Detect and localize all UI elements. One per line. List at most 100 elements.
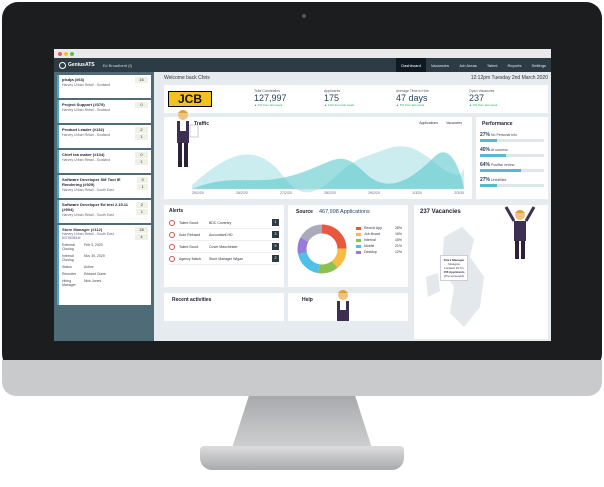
legend-pct: 15%	[394, 238, 402, 242]
user-menu[interactable]: Ed Broadbent (f)	[102, 62, 132, 68]
perf-bar	[480, 139, 498, 142]
legend-name: Desktop	[364, 250, 377, 254]
window-titlebar	[54, 49, 551, 58]
stat-value: 127,997	[254, 93, 287, 103]
company-logo: JCB	[168, 91, 212, 107]
slice-job-board	[297, 224, 347, 274]
alert-type: Talent Scout	[179, 244, 199, 249]
tab-reports[interactable]: Reports	[507, 62, 522, 68]
maximize-button[interactable]	[70, 51, 74, 56]
globe-icon	[59, 61, 66, 69]
detail-row: Internal Closing Nov 30, 2020	[62, 254, 148, 262]
person-illustration	[504, 206, 536, 259]
recent-title: Recent activities	[172, 297, 212, 303]
stat-value: 47 days	[396, 93, 428, 103]
help-title: Help	[302, 297, 313, 303]
source-title: Source	[296, 209, 313, 215]
close-button[interactable]	[58, 51, 62, 56]
perf-bar	[480, 169, 521, 172]
legend-applications: Applications	[419, 121, 439, 125]
top-navbar: GeniusATS Ed Broadbent (f) Dashboard Vac…	[54, 58, 551, 72]
alert-detail: Accountant HD	[209, 232, 233, 237]
source-card: Source 467,998 Applications Recruit App 28…	[288, 205, 408, 287]
detail-value: Active	[84, 265, 94, 269]
perf-label: No Personal Info	[491, 133, 518, 137]
stat-time-to-hire: Average Time to Hire 47 days ▲ 5% from las…	[396, 89, 446, 107]
source-header: Source 467,998 Applications	[296, 209, 370, 215]
job-card[interactable]: Project Support (#379) Harvey Urban Retai…	[57, 100, 151, 123]
popup-line: Located 15.7m	[444, 266, 464, 270]
tab-settings[interactable]: Settings	[531, 62, 546, 68]
tab-talent[interactable]: Talent	[486, 62, 498, 68]
legend-name: Internal	[364, 238, 376, 242]
performance-card: Performance 27% No Personal Info 40% At …	[476, 117, 548, 199]
x-tick: 2/3/20	[454, 191, 464, 195]
app-logo[interactable]: GeniusATS	[54, 61, 95, 69]
perf-bar	[480, 184, 498, 187]
detail-row: External Closing Feb 3, 2020	[62, 243, 148, 251]
person-illustration	[337, 290, 349, 321]
alert-row[interactable]: Agency Match Store Manager Wigan 2	[169, 253, 279, 265]
job-count: 1	[137, 184, 148, 190]
job-card-expanded[interactable]: Store Manager (#112) Harvey Urban Retail …	[57, 225, 151, 305]
recent-activities-card: Recent activities	[164, 293, 284, 321]
alert-type: Agency Match	[179, 256, 202, 261]
alert-row[interactable]: Auto Refused Accountant HD 3	[169, 229, 279, 241]
legend-name: Mobile	[364, 244, 375, 248]
job-count: 18	[135, 227, 148, 233]
job-title: Product Leader (#132)	[62, 127, 105, 132]
stat-change: ▲ 4% from last week	[254, 103, 283, 107]
detail-value: Nick Jones	[84, 279, 102, 283]
job-card[interactable]: Software Developer Ed test 2.15.11 (#904…	[57, 200, 151, 223]
perf-label: At success	[490, 148, 508, 152]
detail-label: Recruiter	[62, 272, 77, 276]
job-count: 0	[135, 152, 148, 158]
job-card[interactable]: plsdja (#63) Harvey Urban Retail - Scotla…	[57, 75, 151, 98]
job-subtitle: Harvey Urban Retail - South East	[62, 188, 114, 192]
job-card[interactable]: Software Developer SM Tool IE Rendering …	[57, 175, 151, 198]
alerts-title: Alerts	[169, 208, 184, 214]
legend-vacancies: Vacancies	[446, 121, 462, 125]
perf-item: 27% Unfulfilled	[480, 177, 544, 187]
legend-pct: 16%	[394, 232, 402, 236]
job-title: Software Developer SM Tool IE Rendering …	[62, 177, 121, 187]
tab-job-areas[interactable]: Job Areas	[459, 62, 477, 68]
minimize-button[interactable]	[64, 51, 68, 56]
job-title: Chief tea maker (#104)	[62, 152, 105, 157]
popup-line: 156 Applicants	[443, 270, 465, 274]
welcome-bar: Welcome back Chris 12:12pm Tuesday 2nd M…	[164, 75, 548, 83]
detail-value: Feb 3, 2020	[84, 243, 103, 247]
jobs-sidebar: plsdja (#63) Harvey Urban Retail - Scotla…	[54, 72, 154, 341]
welcome-text: Welcome back Chris	[164, 75, 210, 81]
vacancy-popup[interactable]: Store Manager Glasgow Located 15.7m 156 …	[440, 255, 468, 281]
tab-dashboard[interactable]: Dashboard	[396, 58, 426, 72]
traffic-title: Traffic	[194, 121, 210, 127]
stat-applicants: Applicants 175 ▲ 12% from last week	[324, 89, 374, 107]
x-tick: 28/2/20	[324, 191, 336, 195]
vacancies-title: 237 Vacancies	[420, 209, 461, 215]
stat-label: Average Time to Hire	[396, 89, 429, 93]
person-illustration	[177, 110, 199, 167]
job-card[interactable]: Chief tea maker (#104) Harvey Urban Retai…	[57, 150, 151, 173]
job-count: 1	[135, 159, 148, 165]
tab-vacancies[interactable]: Vacancies	[430, 62, 450, 68]
stat-value: 175	[324, 93, 340, 103]
popup-line: (Pre-screened)	[443, 274, 464, 278]
stat-total-candidates: Total Candidates 127,997 ▲ 4% from last we…	[254, 89, 304, 107]
job-card[interactable]: Product Leader (#132) Harvey Urban Retail…	[57, 125, 151, 148]
legend-pct: 12%	[394, 250, 402, 254]
detail-value: Edward Claire	[84, 272, 106, 276]
alert-row[interactable]: Talent Scout Cover Manchester 9	[169, 241, 279, 253]
legend-item: Recruit App 28%	[356, 225, 402, 231]
job-count: 1	[135, 134, 148, 140]
source-legend: Recruit App 28% Job Board 16% Internal 15% …	[356, 225, 402, 255]
stat-label: Applicants	[324, 89, 341, 93]
x-tick: 29/2/20	[368, 191, 380, 195]
traffic-card: Traffic Applications Vacancies 25/2/20 26…	[164, 117, 472, 199]
camera	[302, 14, 306, 18]
alert-row[interactable]: Talent Scout BDC Coventry 1	[169, 217, 279, 229]
alert-detail: Store Manager Wigan	[209, 256, 244, 261]
alert-type: Auto Refused	[179, 232, 201, 237]
job-count: 4	[135, 234, 148, 240]
detail-label: Hiring Manager	[62, 279, 76, 287]
